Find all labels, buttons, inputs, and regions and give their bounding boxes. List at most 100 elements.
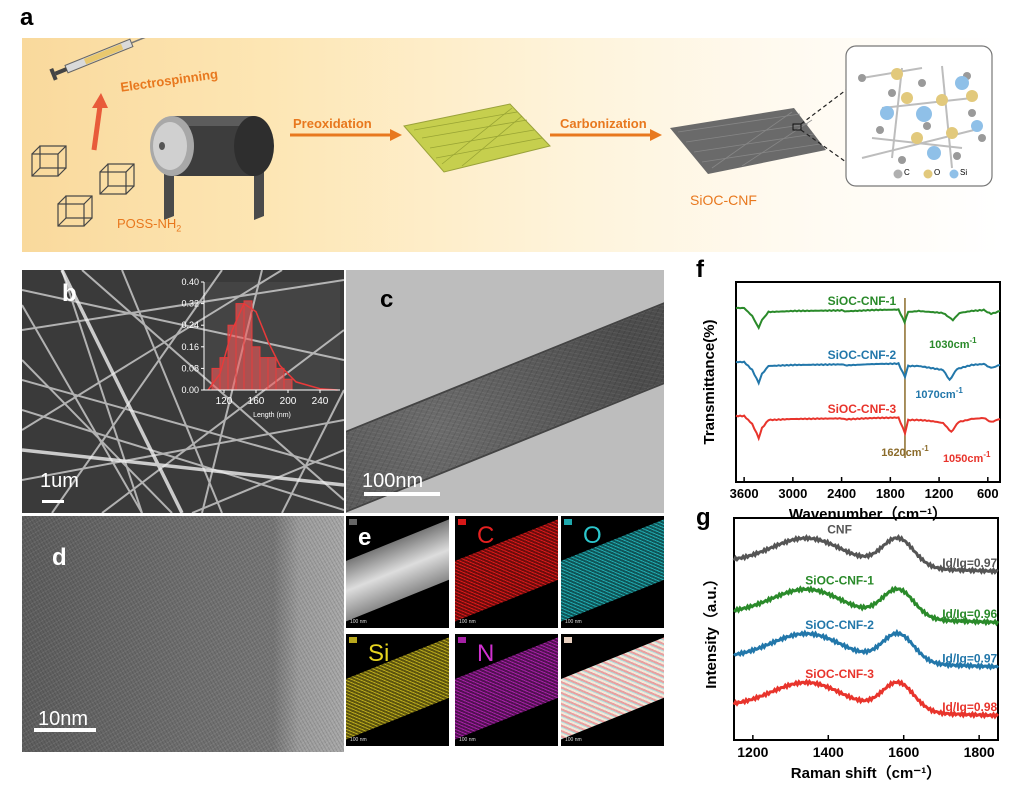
histogram-ytick-label: 0.08 <box>181 363 199 373</box>
panel-label-a: a <box>20 4 34 31</box>
raman-ylabel: Intensity（a.u.） <box>702 571 720 689</box>
eds-map-tile: O 100 nm <box>561 516 664 628</box>
raman-ratio-label: Id/Ig=0.97 <box>942 651 997 665</box>
sem-scale-bar: 1um <box>40 470 79 492</box>
panel-label-c: c <box>380 286 394 313</box>
panel-label-g: g <box>696 504 711 531</box>
molecular-structure-inset <box>845 45 993 187</box>
ftir-series-label: SiOC-CNF-2 <box>828 348 897 362</box>
eds-scale-label: 100 nm <box>459 737 476 743</box>
panel-label-d: d <box>52 544 67 571</box>
eds-fiber <box>561 516 664 624</box>
ftir-xtick-label: 1200 <box>925 486 954 501</box>
eds-scale-label: 100 nm <box>459 619 476 625</box>
poss-molecule-icon <box>31 145 135 227</box>
label-poss-nh2: POSS-NH2 <box>117 216 182 234</box>
legend-silicon: Si <box>960 168 968 177</box>
histogram-bar <box>283 378 293 391</box>
histogram-bar <box>267 357 277 391</box>
raman-xlabel: Raman shift（cm⁻¹） <box>791 764 941 782</box>
eds-color-chip <box>458 637 466 643</box>
ftir-xtick-label: 3600 <box>730 486 759 501</box>
scale-bar-line <box>364 492 440 496</box>
eds-element-label: Si <box>368 640 390 667</box>
eds-fiber <box>561 634 664 742</box>
tem-d-scale-bar: 10nm <box>38 708 89 730</box>
eds-map-tile: Si 100 nm <box>346 634 449 746</box>
ftir-peak-annotation: 1030cm-1 <box>929 336 977 351</box>
panel-label-b: b <box>62 280 77 307</box>
ftir-series-line <box>735 360 1001 386</box>
raman-series-label: SiOC-CNF-3 <box>805 667 874 681</box>
raman-ratio-label: Id/Ig=0.96 <box>942 607 997 621</box>
raman-series-label: CNF <box>827 523 852 537</box>
label-carbonization: Carbonization <box>560 116 647 131</box>
histogram-bar <box>259 357 269 391</box>
preoxidized-mat-icon <box>403 103 551 173</box>
ftir-series-label: SiOC-CNF-1 <box>828 294 897 308</box>
ftir-peak-value: 1620cm <box>881 447 922 459</box>
eds-element-label: C <box>477 522 495 549</box>
histogram-ytick-label: 0.24 <box>181 320 199 330</box>
histogram-bar <box>219 357 229 391</box>
ftir-xtick-label: 2400 <box>827 486 856 501</box>
schematic-drawing <box>31 38 993 227</box>
histogram-ytick-label: 0.00 <box>181 385 199 395</box>
histogram-xtick-label: 240 <box>312 396 329 407</box>
raman-xtick-label: 1600 <box>888 744 919 760</box>
raman-ratio-label: Id/Ig=0.97 <box>942 556 997 570</box>
raman-series-line <box>733 585 1000 627</box>
legend-carbon: C <box>904 168 910 177</box>
eds-scale-label: 100 nm <box>350 737 367 743</box>
panel-label-e: e <box>358 524 372 551</box>
histogram-xtick-label: 120 <box>216 396 233 407</box>
raman-series-line <box>732 678 1000 720</box>
eds-fiber <box>346 634 449 742</box>
label-sioc-cnf: SiOC-CNF <box>690 192 757 208</box>
ftir-peak-value: 1030cm <box>929 339 970 351</box>
histogram-bar <box>275 367 285 391</box>
ftir-peak-value: 1050cm <box>943 453 984 465</box>
histogram-ytick-label: 0.16 <box>181 342 199 352</box>
collector-drum-icon <box>150 116 274 220</box>
label-preoxidation: Preoxidation <box>293 116 372 131</box>
panel-label-f: f <box>696 256 704 283</box>
tem-c-scale-bar: 100nm <box>362 470 424 492</box>
length-histogram-inset: 0.00 0.08 0.16 0.24 0.32 0.40 120 160 200 240 Len… <box>181 278 340 419</box>
histogram-fit-curve <box>207 302 338 391</box>
eds-color-chip <box>349 637 357 643</box>
ftir-series-label: SiOC-CNF-3 <box>828 402 897 416</box>
raman-xtick-label: 1200 <box>737 744 768 760</box>
histogram-xtick-label: 200 <box>280 396 297 407</box>
legend-oxygen: O <box>934 168 941 177</box>
ftir-series-line <box>735 306 1001 331</box>
eds-fiber <box>455 634 558 742</box>
eds-map-tile: 100 nm <box>561 634 664 746</box>
ftir-peak-unit: -1 <box>922 444 930 453</box>
ftir-xtick-label: 600 <box>977 486 999 501</box>
raman-series-line <box>732 533 999 576</box>
raman-xtick-label: 1800 <box>964 744 995 760</box>
eds-map-tile: C 100 nm <box>455 516 558 628</box>
ftir-xtick-label: 1800 <box>876 486 905 501</box>
raman-xtick-label: 1400 <box>813 744 844 760</box>
eds-color-chip <box>349 519 357 525</box>
ftir-ylabel: Transmittance(%) <box>701 319 718 444</box>
histogram-bar <box>235 303 245 391</box>
ftir-series-line <box>735 414 1001 442</box>
raman-series-label: SiOC-CNF-1 <box>805 574 874 588</box>
eds-element-label: O <box>583 522 602 549</box>
eds-map-tile: 100 nm <box>346 516 449 628</box>
sem-image <box>22 270 344 513</box>
eds-map-tile: N 100 nm <box>455 634 558 746</box>
raman-ratio-label: Id/Ig=0.98 <box>942 700 997 714</box>
syringe-icon <box>49 38 156 81</box>
ftir-peak-unit: -1 <box>983 450 991 459</box>
tem-image-c <box>346 270 664 513</box>
ftir-xtick-label: 3000 <box>778 486 807 501</box>
raman-series-line <box>733 628 1000 671</box>
raman-chart: CNF Id/Ig=0.97 SiOC-CNF-1 Id/Ig=0.96 SiOC-CN… <box>702 517 1000 782</box>
histogram-xlabel: Length (nm) <box>253 412 291 419</box>
eds-element-label: N <box>477 640 495 667</box>
carbon-mat-icon <box>670 89 847 174</box>
